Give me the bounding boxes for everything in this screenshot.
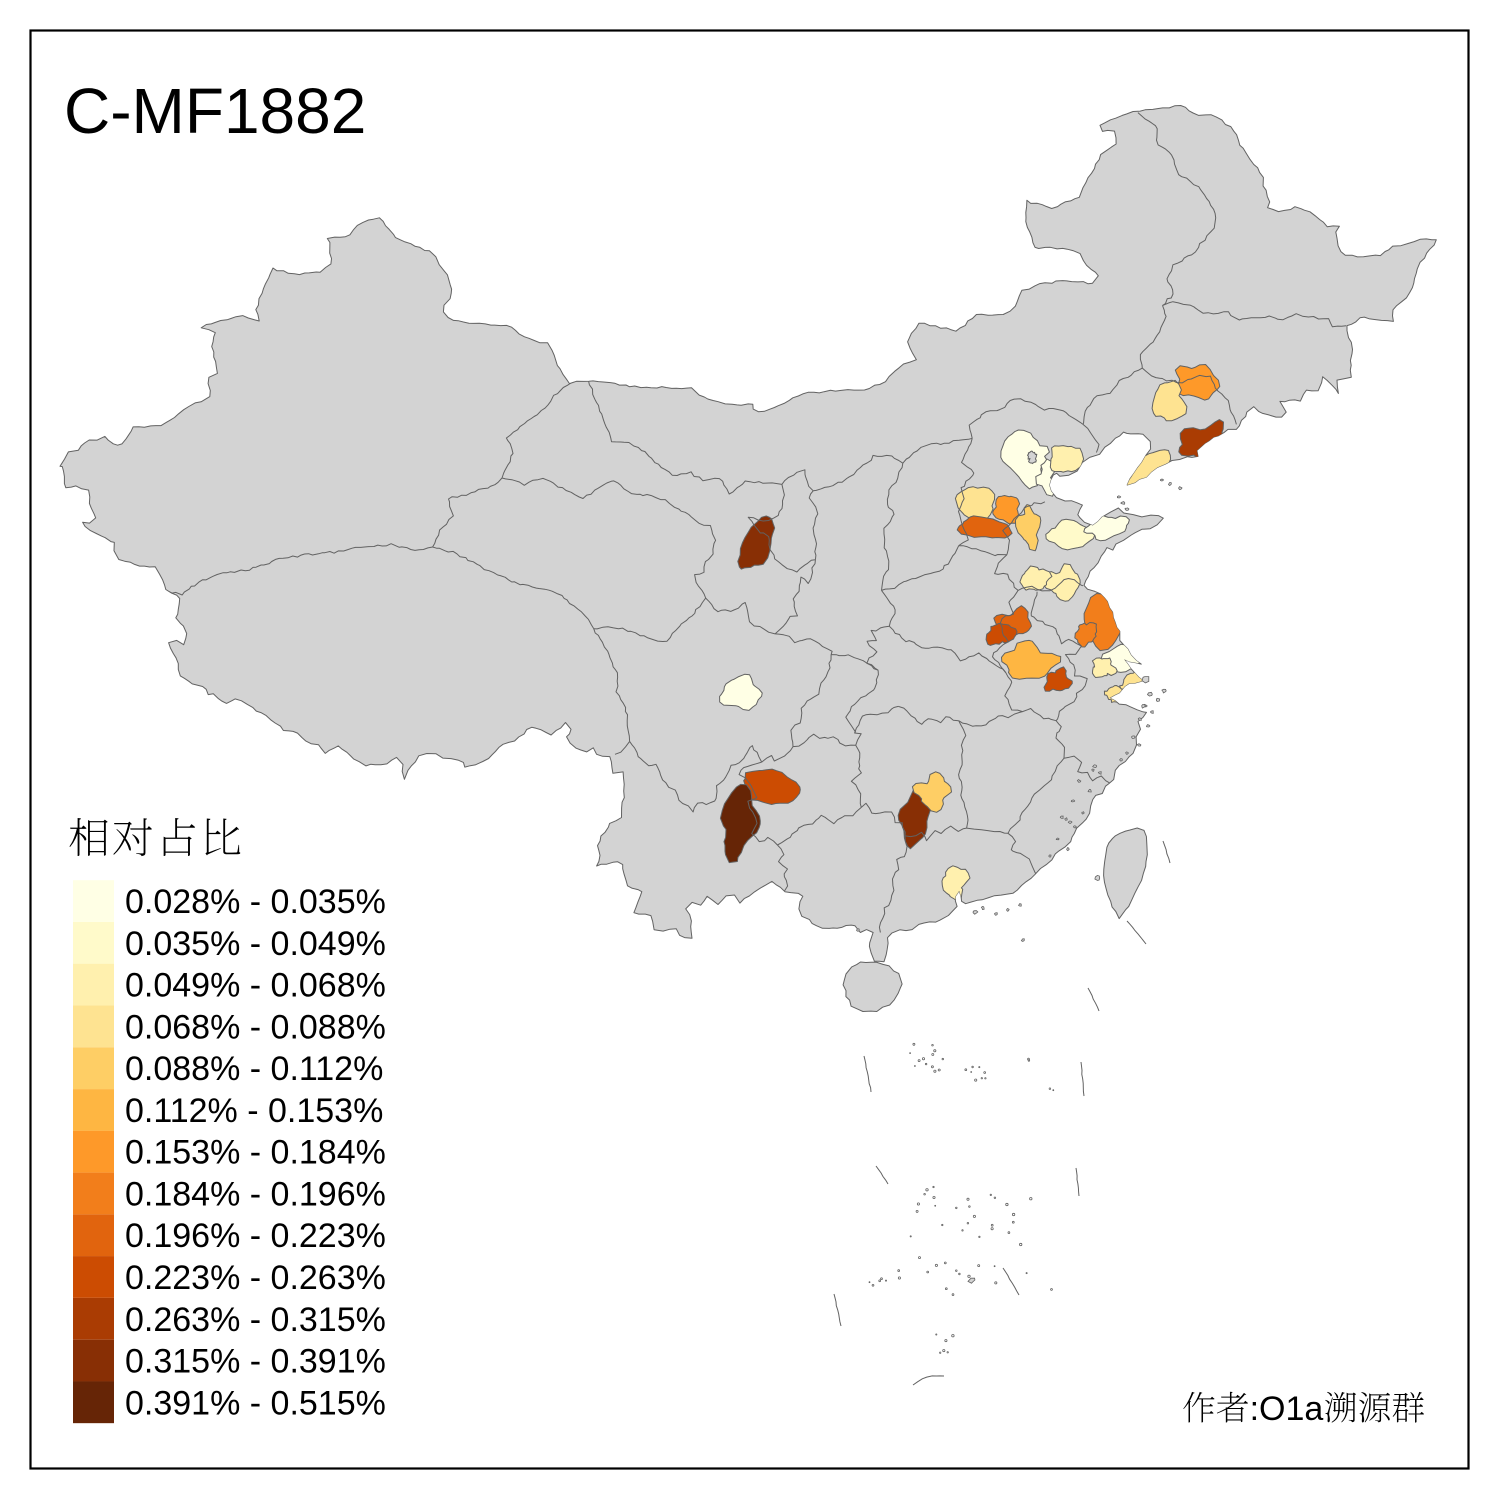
svg-text:0.088% - 0.112%: 0.088% - 0.112%: [125, 1050, 383, 1088]
svg-text:0.028% - 0.035%: 0.028% - 0.035%: [125, 883, 386, 921]
svg-text:0.068% - 0.088%: 0.068% - 0.088%: [125, 1008, 386, 1046]
svg-text:0.223% - 0.263%: 0.223% - 0.263%: [125, 1259, 386, 1297]
svg-text:0.153% - 0.184%: 0.153% - 0.184%: [125, 1134, 386, 1172]
svg-text:0.196% - 0.223%: 0.196% - 0.223%: [125, 1217, 386, 1255]
svg-text:0.263% - 0.315%: 0.263% - 0.315%: [125, 1301, 386, 1339]
svg-text:0.035% - 0.049%: 0.035% - 0.049%: [125, 925, 386, 963]
svg-text:0.391% - 0.515%: 0.391% - 0.515%: [125, 1384, 386, 1422]
svg-text:C-MF1882: C-MF1882: [64, 75, 366, 147]
svg-text:0.049% - 0.068%: 0.049% - 0.068%: [125, 967, 386, 1005]
svg-text::O1a: :O1a: [1250, 1390, 1324, 1428]
svg-text:0.315% - 0.391%: 0.315% - 0.391%: [125, 1343, 386, 1381]
svg-text:0.112% - 0.153%: 0.112% - 0.153%: [125, 1092, 383, 1130]
svg-text:0.184% - 0.196%: 0.184% - 0.196%: [125, 1176, 386, 1214]
